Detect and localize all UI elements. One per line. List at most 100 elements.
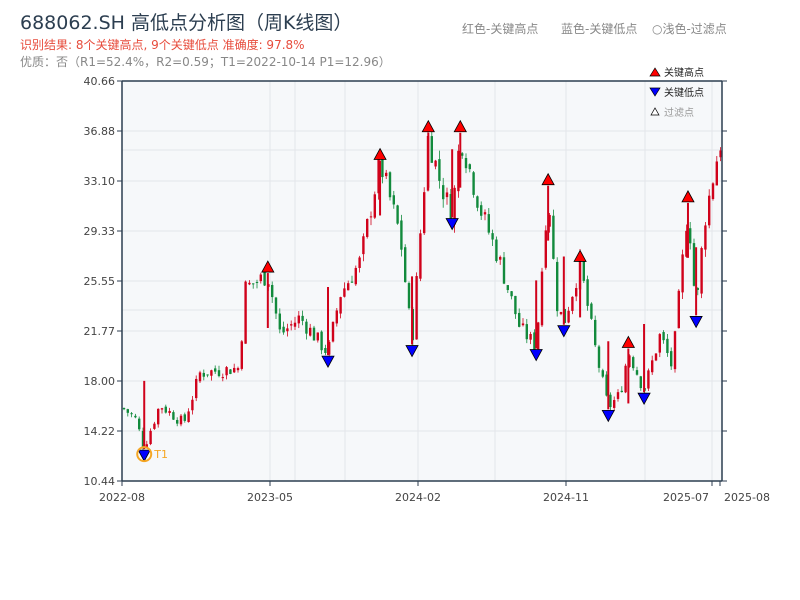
candle-down <box>670 351 673 367</box>
legend-low-label: 关键低点 <box>664 86 704 99</box>
candle-up <box>286 328 289 332</box>
candle-down <box>134 415 137 418</box>
key-low-marker <box>689 316 703 329</box>
candle-down <box>461 153 464 156</box>
candle-up <box>499 256 502 260</box>
candle-down <box>696 288 699 290</box>
candle-up <box>157 408 160 425</box>
result-summary: 识别结果: 8个关键高点, 9个关键低点 准确度: 97.8% <box>20 38 305 52</box>
candle-down <box>388 172 392 198</box>
candle-down <box>506 285 509 291</box>
candle-down <box>252 283 255 285</box>
candle-up <box>658 334 661 353</box>
candle-up <box>544 230 547 268</box>
candle-down <box>407 283 411 309</box>
candle-up <box>369 216 373 218</box>
candle-down <box>533 332 536 350</box>
candle-up <box>290 324 293 326</box>
candle-up <box>335 310 338 324</box>
candle-down <box>301 315 304 321</box>
candle-down <box>350 281 354 283</box>
candle-down <box>312 327 316 341</box>
legend-filtered-desc: ○浅色-过滤点 <box>652 22 727 36</box>
candle-up <box>366 219 369 237</box>
candle-up <box>362 236 365 255</box>
x-tick-label: 2024-02 <box>395 491 441 504</box>
candle-down <box>635 370 639 375</box>
chart-title: 688062.SH 高低点分析图（周K线图） <box>20 12 353 34</box>
candle-up <box>210 370 213 376</box>
candle-up <box>673 331 677 370</box>
legend-filtered-icon <box>650 107 660 116</box>
candle-up <box>153 423 156 429</box>
candle-down <box>594 319 597 346</box>
x-tick-label: 2023-05 <box>247 491 293 504</box>
candle-down <box>468 164 471 170</box>
key-high-marker <box>261 260 275 273</box>
key-low-marker <box>637 392 651 406</box>
candle-down <box>324 348 327 353</box>
candle-down <box>495 239 498 262</box>
candle-up <box>719 150 722 158</box>
candle-down <box>692 243 696 286</box>
candle-down <box>396 205 399 224</box>
key-low-marker <box>529 349 543 362</box>
candle-down <box>597 346 601 368</box>
candle-down <box>138 418 141 430</box>
candle-down <box>590 303 593 319</box>
candle-up <box>221 377 224 379</box>
candle-down <box>476 196 479 208</box>
candle-up <box>685 230 688 257</box>
candle-down <box>689 228 692 244</box>
candle-up <box>613 400 616 408</box>
candle-down <box>278 313 281 330</box>
candle-down <box>487 214 490 233</box>
candle-down <box>130 413 133 415</box>
candle-up <box>160 408 164 410</box>
candle-up <box>575 288 578 297</box>
candle-down <box>632 357 635 369</box>
key-high-marker <box>681 190 695 203</box>
candle-up <box>715 161 718 186</box>
candle-down <box>381 157 384 178</box>
candle-down <box>126 409 129 413</box>
candle-down <box>430 136 433 163</box>
candle-up <box>347 283 350 291</box>
candle-up <box>358 257 361 269</box>
candle-down <box>320 331 323 351</box>
candle-up <box>457 150 460 192</box>
candle-up <box>191 399 194 411</box>
x-tick-label: 2025-07 <box>663 491 709 504</box>
candle-down <box>442 185 445 200</box>
candle-up <box>419 233 422 279</box>
candle-up <box>540 271 544 326</box>
key-high-marker <box>541 172 555 186</box>
legend-high-icon <box>649 67 661 77</box>
candle-down <box>472 172 475 195</box>
candle-up <box>309 327 312 336</box>
candle-up <box>445 192 449 198</box>
candle-down <box>274 297 278 314</box>
key-high-marker <box>621 335 636 348</box>
candle-down <box>217 370 221 377</box>
candle-up <box>339 297 342 314</box>
quality-summary: 优质：否（R1=52.4%，R2=0.59；T1=2022-10-14 P1=1… <box>20 55 391 69</box>
candle-up <box>297 315 300 324</box>
candle-down <box>282 326 285 333</box>
candle-down <box>206 374 209 376</box>
candle-up <box>244 281 247 344</box>
candle-down <box>480 205 483 216</box>
candle-down <box>582 258 585 281</box>
y-tick-label: 36.88 <box>84 125 116 138</box>
key-low-marker <box>405 345 419 358</box>
candle-up <box>571 296 574 311</box>
key-high-marker <box>373 147 387 160</box>
legend: 关键高点 关键低点 过滤点 <box>649 66 704 119</box>
candle-down <box>491 233 494 240</box>
legend-low-desc: 蓝色-关键低点 <box>561 22 638 36</box>
candle-down <box>172 412 175 420</box>
candle-down <box>449 193 452 224</box>
key-high-marker <box>573 249 587 262</box>
candle-down <box>586 279 589 306</box>
candle-down <box>514 295 517 315</box>
